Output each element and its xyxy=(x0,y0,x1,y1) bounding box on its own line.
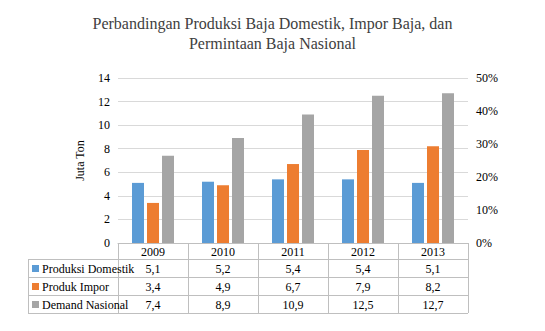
svg-text:7,4: 7,4 xyxy=(146,298,161,312)
svg-text:14: 14 xyxy=(98,71,110,85)
svg-text:5,2: 5,2 xyxy=(216,262,231,276)
svg-text:2011: 2011 xyxy=(281,245,305,259)
svg-text:5,1: 5,1 xyxy=(146,262,161,276)
svg-text:8: 8 xyxy=(104,142,110,156)
svg-text:4: 4 xyxy=(104,189,110,203)
svg-text:12,7: 12,7 xyxy=(423,298,444,312)
svg-text:10%: 10% xyxy=(476,203,498,217)
svg-text:5,4: 5,4 xyxy=(356,262,371,276)
svg-text:6: 6 xyxy=(104,165,110,179)
svg-text:2012: 2012 xyxy=(351,245,375,259)
svg-text:7,9: 7,9 xyxy=(356,280,371,294)
svg-text:2010: 2010 xyxy=(211,245,235,259)
svg-text:Produksi Domestik: Produksi Domestik xyxy=(42,262,134,276)
svg-text:12: 12 xyxy=(98,95,110,109)
svg-text:8,9: 8,9 xyxy=(216,298,231,312)
svg-text:5,1: 5,1 xyxy=(426,262,441,276)
svg-text:6,7: 6,7 xyxy=(286,280,301,294)
svg-text:50%: 50% xyxy=(476,71,498,85)
svg-text:2: 2 xyxy=(104,212,110,226)
svg-text:Permintaan Baja Nasional: Permintaan Baja Nasional xyxy=(189,35,357,53)
svg-text:5,4: 5,4 xyxy=(286,262,301,276)
svg-text:Demand Nasional: Demand Nasional xyxy=(42,298,129,312)
svg-text:20%: 20% xyxy=(476,170,498,184)
svg-text:10,9: 10,9 xyxy=(283,298,304,312)
svg-text:8,2: 8,2 xyxy=(426,280,441,294)
svg-text:Perbandingan Produksi Baja Dom: Perbandingan Produksi Baja Domestik, Imp… xyxy=(93,15,453,33)
svg-text:40%: 40% xyxy=(476,104,498,118)
svg-text:Juta Ton: Juta Ton xyxy=(73,140,87,181)
svg-text:10: 10 xyxy=(98,118,110,132)
svg-text:30%: 30% xyxy=(476,137,498,151)
svg-text:0%: 0% xyxy=(476,236,492,250)
svg-text:0: 0 xyxy=(104,236,110,250)
svg-text:3,4: 3,4 xyxy=(146,280,161,294)
svg-text:2009: 2009 xyxy=(141,245,165,259)
svg-text:Produk Impor: Produk Impor xyxy=(42,280,109,294)
svg-text:12,5: 12,5 xyxy=(353,298,374,312)
svg-text:2013: 2013 xyxy=(421,245,445,259)
svg-text:4,9: 4,9 xyxy=(216,280,231,294)
